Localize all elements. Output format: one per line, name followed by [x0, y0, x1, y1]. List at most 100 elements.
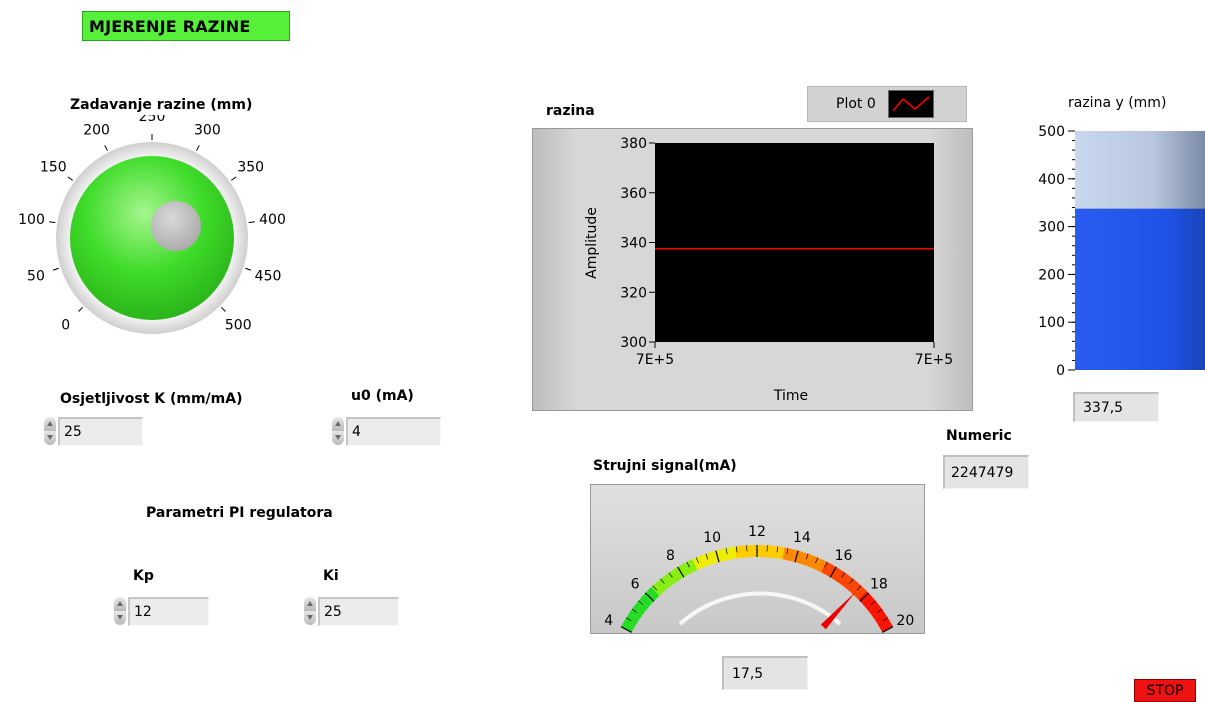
meter-tick [876, 608, 883, 613]
meter-tick-label: 16 [835, 548, 853, 564]
meter-arc-segment [723, 547, 732, 561]
plot-legend[interactable]: Plot 0 [807, 86, 967, 122]
meter-arc-segment [663, 573, 676, 586]
meter-arc-segment [807, 554, 817, 569]
meter-tick [849, 578, 854, 584]
meter-tick [882, 617, 888, 622]
knob-tick-label: 100 [18, 212, 45, 228]
meter-arc-segment [647, 587, 660, 600]
decrement-arrow-icon[interactable] [114, 611, 126, 625]
meter-tick [660, 578, 665, 584]
knob-label: Zadavanje razine (mm) [70, 97, 253, 113]
knob-tick [104, 145, 108, 151]
k-input[interactable]: 25 [58, 416, 143, 446]
knob-body[interactable] [70, 156, 234, 320]
meter-arc-segment [834, 569, 846, 583]
kp-spinner[interactable] [114, 597, 126, 625]
y-tick-label: 360 [620, 186, 647, 202]
increment-arrow-icon[interactable] [332, 417, 344, 431]
kp-control[interactable]: 12 [114, 596, 209, 626]
meter-arc-segment [830, 566, 842, 581]
meter-tick-label: 14 [793, 530, 811, 546]
ki-control[interactable]: 25 [304, 596, 399, 626]
meter-arc-segment [734, 545, 742, 559]
meter-tick [725, 548, 728, 555]
knob-tick [52, 267, 59, 271]
meter-arc-segment [632, 603, 646, 616]
y-tick-label: 340 [620, 236, 647, 252]
tank: 0 100 200 300 400 500 [1038, 124, 1205, 379]
meter-arc-segment [874, 612, 888, 624]
tank-scale: 0 100 200 300 400 500 [1038, 124, 1075, 379]
knob-tick-label: 0 [61, 317, 70, 333]
pi-params-label: Parametri PI regulatora [146, 505, 333, 521]
knob-tick-label: 350 [237, 159, 264, 175]
kp-label: Kp [133, 568, 154, 584]
meter-tick [644, 592, 655, 602]
meter-arc-segment [868, 603, 882, 616]
k-spinner[interactable] [44, 417, 56, 445]
decrement-arrow-icon[interactable] [304, 611, 316, 625]
knob-tick-label: 400 [259, 212, 286, 228]
graph-label: razina [546, 103, 595, 119]
meter-arc-segment [626, 612, 640, 624]
meter-arc-segment [682, 561, 693, 575]
knob-tick [67, 176, 74, 181]
meter-tick [626, 617, 632, 622]
increment-arrow-icon[interactable] [114, 597, 126, 611]
tank-tick-label: 500 [1038, 124, 1065, 140]
ki-spinner[interactable] [304, 597, 316, 625]
meter-tick [805, 553, 809, 560]
kp-input[interactable]: 12 [128, 596, 209, 626]
u0-label: u0 (mA) [351, 388, 414, 404]
meter-arc-segment [692, 556, 703, 571]
increment-arrow-icon[interactable] [44, 417, 56, 431]
ki-label: Ki [323, 568, 339, 584]
meter-arc-segment [877, 617, 891, 628]
u0-input[interactable]: 4 [346, 416, 441, 446]
meter-arc-segment [825, 564, 837, 578]
meter-tick [686, 561, 690, 568]
meter-pivot-arc [678, 591, 842, 626]
meter-arc-segment [838, 573, 851, 586]
y-axis-label: Amplitude [584, 207, 600, 279]
decrement-arrow-icon[interactable] [332, 431, 344, 445]
meter-arc-segment [668, 569, 680, 583]
meter-scale: 4 6 8 10 12 14 16 18 20 [604, 524, 914, 633]
meter-tick [794, 550, 799, 563]
meter-arc-segment [879, 621, 893, 633]
y-tick-label: 380 [620, 136, 647, 152]
meter-tick-label: 6 [631, 576, 640, 592]
tank-tick-label: 200 [1038, 267, 1065, 283]
tank-level-fill [1075, 208, 1205, 370]
meter-tick [735, 546, 738, 553]
meter-tick-label: 4 [604, 613, 613, 629]
u0-spinner[interactable] [332, 417, 344, 445]
meter-arc-segment [782, 547, 791, 561]
stop-button[interactable]: STOP [1134, 679, 1196, 702]
meter-tick [715, 550, 720, 563]
k-label: Osjetljivost K (mm/mA) [60, 391, 243, 407]
meter-arc-segment [659, 576, 672, 590]
meter-arc-segment [636, 599, 649, 611]
u0-control[interactable]: 4 [332, 416, 441, 446]
k-control[interactable]: 25 [44, 416, 143, 446]
increment-arrow-icon[interactable] [304, 597, 316, 611]
meter-tick [776, 546, 779, 553]
meter-arc-segment [865, 599, 878, 611]
meter-arc-segment [850, 583, 863, 596]
knob-tick-label: 50 [27, 269, 45, 285]
x-tick-label: 7E+5 [636, 352, 674, 368]
meter-tick [841, 572, 846, 578]
knob-tick-label: 200 [83, 122, 110, 138]
knob-tick-label: 500 [225, 317, 252, 333]
x-axis-label: Time [773, 388, 808, 404]
meter-arc-segment [672, 566, 684, 581]
setpoint-knob[interactable]: 0 50 100 150 200 250 300 350 400 450 500 [0, 115, 330, 360]
ki-input[interactable]: 25 [318, 596, 399, 626]
knob-scale: 0 50 100 150 200 250 300 350 400 450 500 [18, 115, 286, 333]
meter-tick [620, 626, 632, 633]
legend-plot-name: Plot 0 [836, 96, 876, 112]
knob-tick [248, 221, 255, 224]
decrement-arrow-icon[interactable] [44, 431, 56, 445]
